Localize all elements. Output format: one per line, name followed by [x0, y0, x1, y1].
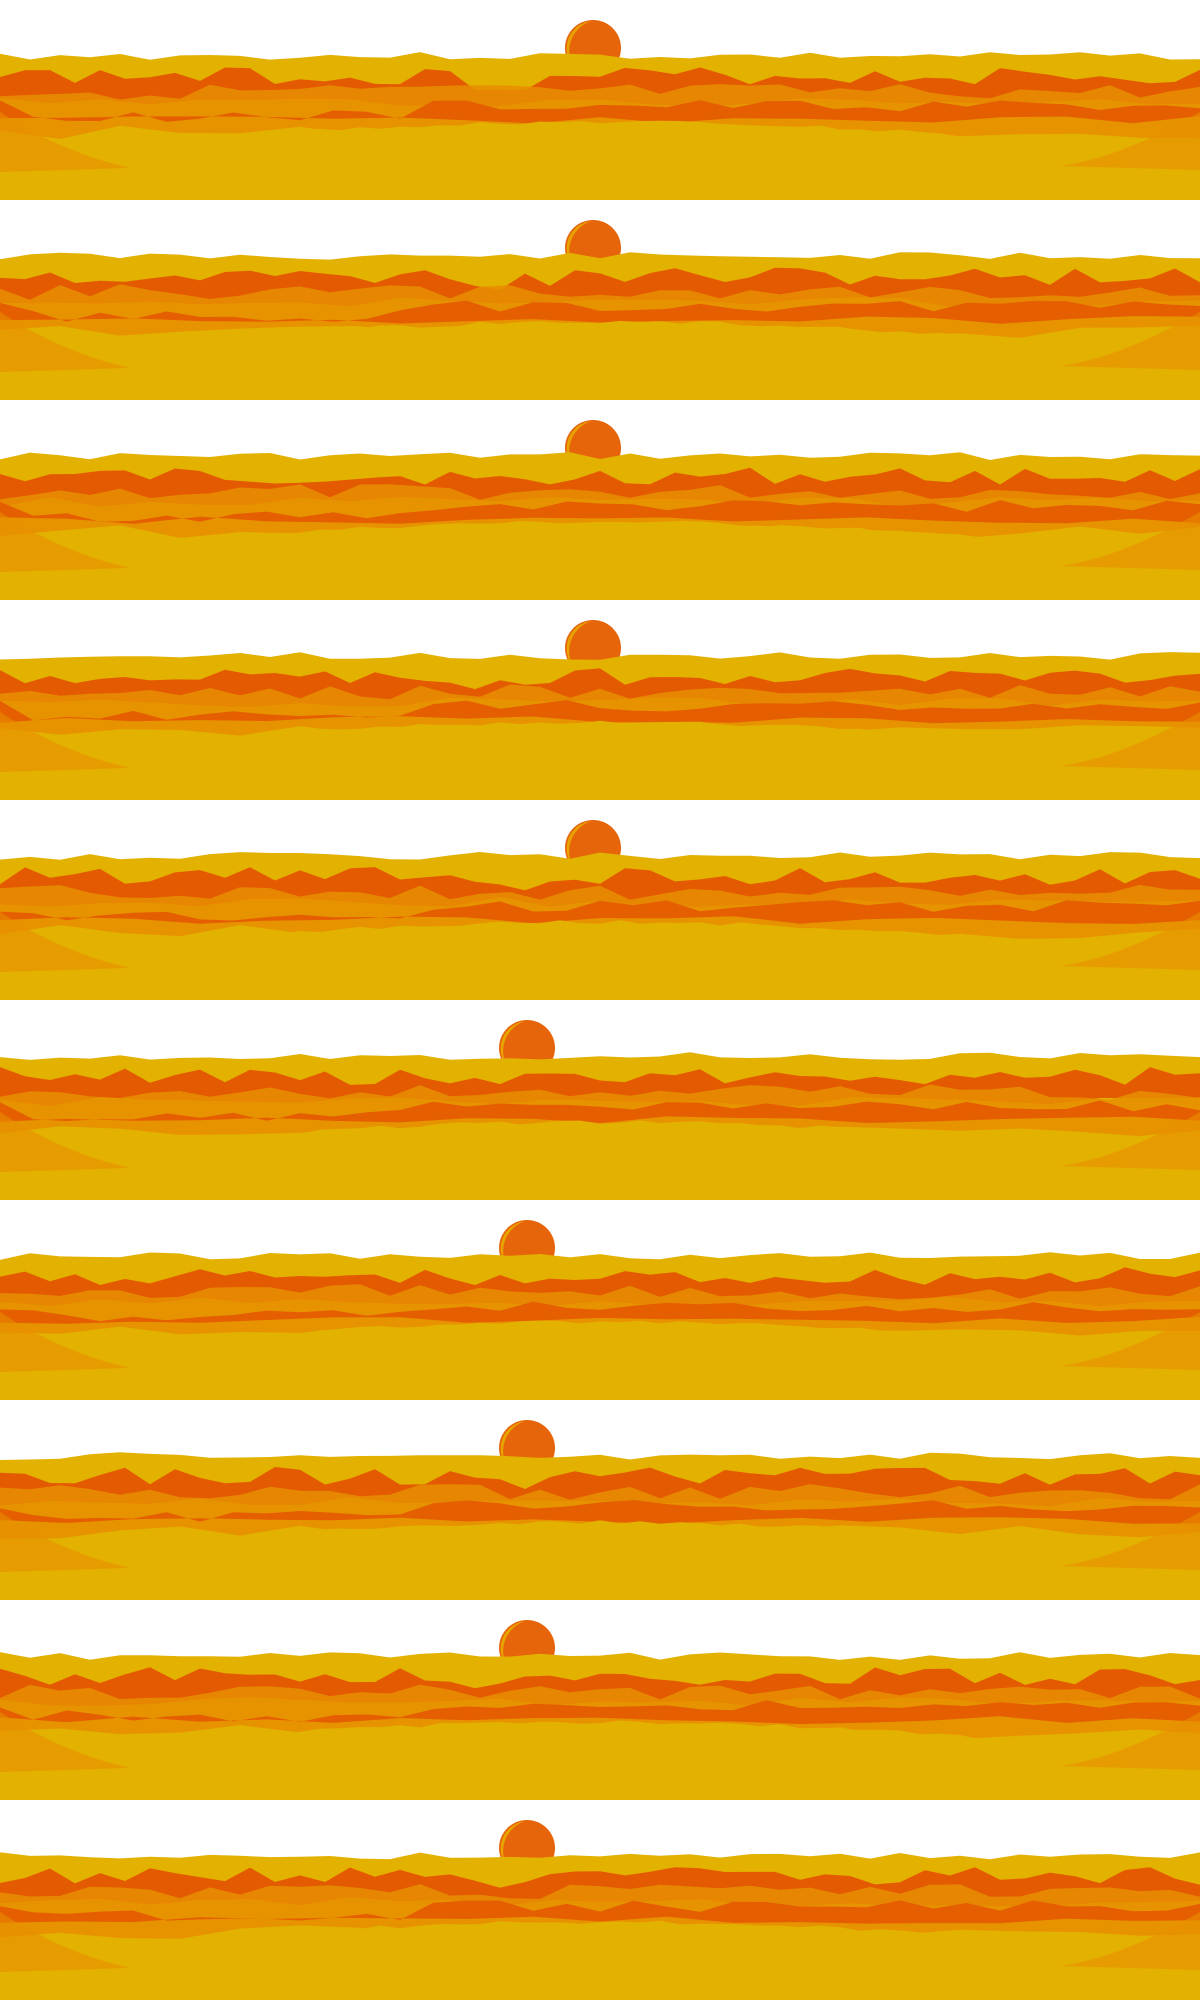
- landscape-scene: [0, 200, 1200, 400]
- landscape-frame: [0, 1800, 1200, 2000]
- foreground-plain: [0, 720, 1200, 800]
- right-edge-shade: [1060, 712, 1200, 770]
- landscape-frame: [0, 1200, 1200, 1400]
- right-edge-shade: [1060, 312, 1200, 370]
- left-edge-shade: [0, 1912, 130, 1972]
- landscape-frame: [0, 0, 1200, 200]
- landscape-frame: [0, 1000, 1200, 1200]
- right-edge-shade: [1060, 1512, 1200, 1570]
- right-edge-shade: [1060, 512, 1200, 570]
- landscape-scene: [0, 800, 1200, 1000]
- ridge-streak: [0, 300, 1200, 324]
- right-edge-shade: [1060, 1712, 1200, 1770]
- ridge-streak: [0, 1700, 1200, 1724]
- landscape-scene: [0, 400, 1200, 600]
- landscape-scene: [0, 1400, 1200, 1600]
- ridge-streak: [0, 700, 1200, 724]
- sun-rim: [566, 621, 591, 662]
- ridge-streak: [0, 100, 1200, 124]
- landscape-frame: [0, 1400, 1200, 1600]
- foreground-plain: [0, 1920, 1200, 2000]
- left-edge-shade: [0, 1312, 130, 1372]
- landscape-frame: [0, 600, 1200, 800]
- left-edge-shade: [0, 1112, 130, 1172]
- right-edge-shade: [1060, 112, 1200, 170]
- foreground-plain: [0, 1520, 1200, 1600]
- sun-rim: [500, 1021, 525, 1062]
- ridge-streak: [0, 1100, 1200, 1124]
- landscape-frame: [0, 400, 1200, 600]
- left-edge-shade: [0, 912, 130, 972]
- ridge-streak: [0, 1301, 1200, 1324]
- right-edge-shade: [1060, 1312, 1200, 1370]
- foreground-plain: [0, 520, 1200, 600]
- right-edge-shade: [1060, 912, 1200, 970]
- landscape-scene: [0, 1800, 1200, 2000]
- left-edge-shade: [0, 312, 130, 372]
- ridge-streak: [0, 500, 1200, 524]
- foreground-plain: [0, 1320, 1200, 1400]
- landscape-scene: [0, 0, 1200, 200]
- landscape-scene: [0, 1600, 1200, 1800]
- left-edge-shade: [0, 712, 130, 772]
- left-edge-shade: [0, 112, 130, 172]
- left-edge-shade: [0, 1712, 130, 1772]
- foreground-plain: [0, 920, 1200, 1000]
- foreground-plain: [0, 320, 1200, 400]
- foreground-plain: [0, 1120, 1200, 1200]
- landscape-scene: [0, 1200, 1200, 1400]
- right-edge-shade: [1060, 1112, 1200, 1170]
- foreground-plain: [0, 120, 1200, 200]
- landscape-frame: [0, 200, 1200, 400]
- landscape-frame: [0, 800, 1200, 1000]
- sun-rim: [566, 821, 591, 862]
- left-edge-shade: [0, 512, 130, 572]
- left-edge-shade: [0, 1512, 130, 1572]
- landscape-scene: [0, 600, 1200, 800]
- landscape-frame: [0, 1600, 1200, 1800]
- right-edge-shade: [1060, 1912, 1200, 1970]
- landscape-scene: [0, 1000, 1200, 1200]
- foreground-plain: [0, 1720, 1200, 1800]
- ridge-streak: [0, 900, 1200, 924]
- mid-ridge: [0, 1884, 1200, 1939]
- ridge-streak: [0, 1900, 1200, 1924]
- ridge-streak: [0, 1500, 1200, 1524]
